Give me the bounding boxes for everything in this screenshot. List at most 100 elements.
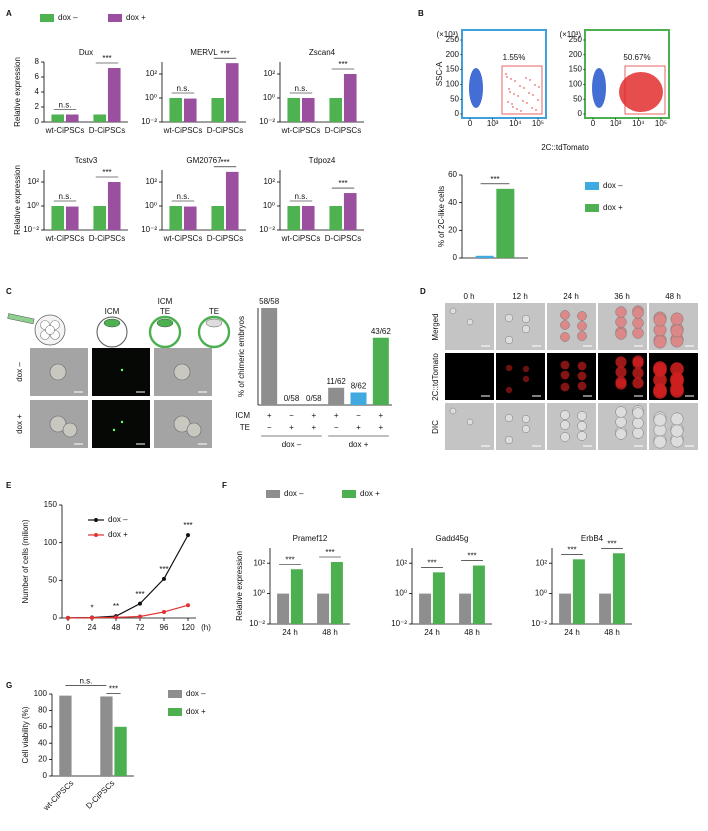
line [67,604,189,619]
embryo-image [186,422,202,438]
bar [432,572,445,624]
sig-label: n.s. [295,192,308,201]
x-tick-label: 48 h [604,628,620,637]
legend-label: dox + [360,489,380,498]
y-tick-label: 60 [448,170,457,179]
sig-label: *** [135,590,144,599]
y-tick-label: 150 [446,65,460,74]
column-label: 36 h [614,292,630,301]
legend-swatch [168,690,182,698]
cell-image [632,407,644,419]
chart-title: MERVL [190,48,218,57]
cell-image [560,410,570,420]
y-tick-label: 150 [44,500,58,509]
y-tick-label: 40 [38,738,47,747]
y-axis-label: Number of cells (milion) [21,519,30,603]
y-tick-label: 200 [446,50,460,59]
point [90,615,94,620]
flow-dot [537,99,539,101]
table-cell: + [378,411,383,420]
bar [328,387,345,405]
blastomere [45,325,55,335]
y-tick-label: 2 [35,102,40,111]
icm [156,318,174,328]
value-label: 43/62 [371,327,392,336]
y-tick-label: 50 [450,94,459,103]
sig-label: n.s. [59,192,72,201]
y-tick-label: 10² [395,558,407,567]
flow-gate [501,65,543,115]
y-tick-label: 0 [453,253,458,262]
cell-image [521,424,531,434]
row-label: Merged [431,313,440,340]
fluorescence [560,382,570,392]
y-tick-label: 10² [145,69,157,78]
legend-swatch [585,182,599,190]
micrograph [547,303,596,350]
chart-title: Zscan4 [309,48,336,57]
cell-image [615,428,627,440]
group-label: dox – [282,440,302,449]
x-tick-label: D-CiPSCs [89,126,125,135]
cell-image [615,328,627,340]
gate-percent: 1.55% [503,53,526,62]
fluorescence [505,364,513,372]
cell-image [521,414,531,424]
y-tick-label: 150 [569,65,583,74]
cell-image [670,424,684,438]
sig-label: *** [338,179,347,188]
x-tick-label: D-CiPSCs [89,234,125,243]
cell-image [577,411,587,421]
y-tick-label: 40 [448,198,457,207]
x-tick-label: 10⁵ [655,119,667,128]
fluorescence [577,381,587,391]
fluorescence [670,362,684,376]
y-tick-label: 100 [569,80,583,89]
flow-dot [511,103,513,105]
legend-label: dox + [603,203,623,212]
embryo-label: TE [160,307,170,316]
x-axis-label: 2C::tdTomato [541,143,589,152]
cell-image [653,413,667,427]
x-tick-label: 0 [66,623,71,632]
y-tick-label: 10⁰ [263,93,275,102]
fluorescence [615,356,627,368]
table-cell: − [334,423,339,432]
x-tick-label: 96 [160,623,169,632]
flow-dot [529,79,531,81]
row-label: dox – [15,362,24,382]
cell-image [560,320,570,330]
y-axis-label: % of 2C-like cells [437,186,446,247]
embryo-image [49,363,67,381]
bar [169,206,183,230]
embryo-image [173,363,191,381]
cell-image [653,313,667,327]
cell-image [504,313,514,323]
value-label: 11/62 [326,377,346,386]
table-cell: − [289,411,294,420]
y-tick-label: 60 [38,722,47,731]
sig-label: *** [159,565,168,574]
y-tick-label: 80 [38,706,47,715]
y-tick-label: 10² [263,69,275,78]
x-tick-label: 48 h [464,628,480,637]
bar [301,206,315,230]
fluorescence [653,373,667,387]
bar [114,726,127,776]
legend-label: dox + [126,13,146,22]
table-cell: + [356,423,361,432]
sig-label: *** [109,685,118,694]
row-label: 2C::tdTomato [431,353,440,401]
x-tick-label: wt-CiPSCs [45,234,85,243]
bar [329,98,343,122]
y-tick-label: 10⁻² [531,619,547,628]
embryo-image [62,422,78,438]
sig-label: *** [220,49,229,58]
bar [612,553,625,624]
bar [93,206,107,230]
legend-label: dox + [186,707,206,716]
bar [107,182,121,230]
bar [317,593,330,624]
flow-dot [520,110,522,112]
flow-dot [525,77,527,79]
